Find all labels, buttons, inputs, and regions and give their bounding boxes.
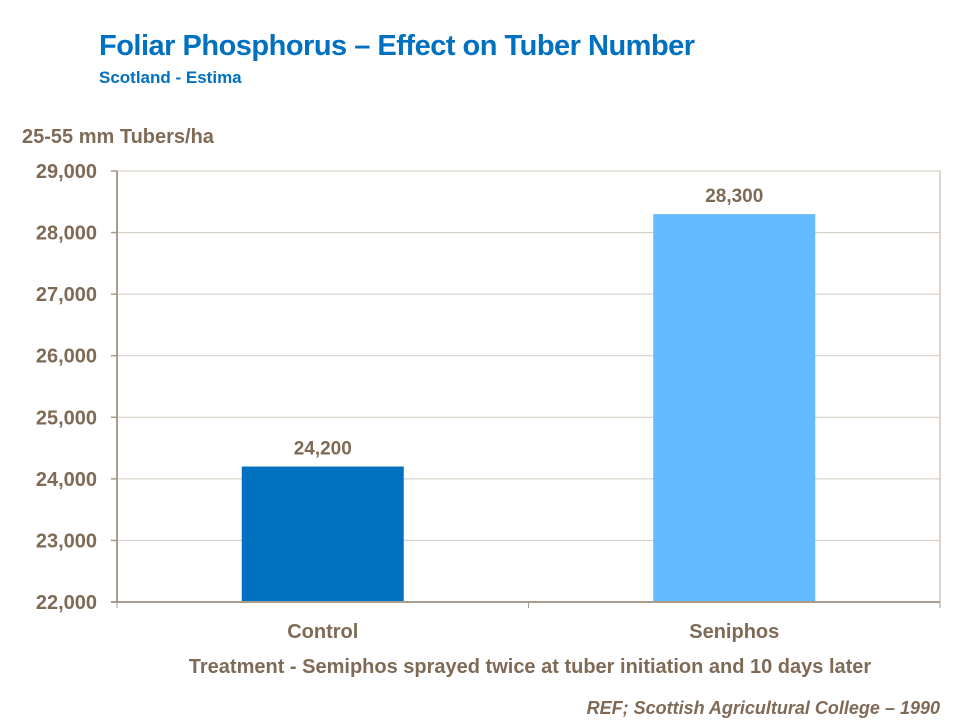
y-tick-label: 28,000 xyxy=(36,223,97,245)
y-tick-label: 22,000 xyxy=(36,592,97,614)
chart-subtitle: Scotland - Estima xyxy=(99,68,242,87)
y-tick-label: 26,000 xyxy=(36,346,97,368)
x-axis-label: Treatment - Semiphos sprayed twice at tu… xyxy=(188,656,872,678)
chart-title: Foliar Phosphorus – Effect on Tuber Numb… xyxy=(99,30,695,62)
y-tick-label: 24,000 xyxy=(36,469,97,491)
y-tick-label: 23,000 xyxy=(36,530,97,552)
reference-note: REF; Scottish Agricultural College – 199… xyxy=(586,698,940,718)
y-tick-label: 25,000 xyxy=(36,407,97,429)
x-tick-label: Seniphos xyxy=(689,621,779,643)
bar-seniphos xyxy=(653,214,816,602)
data-label: 28,300 xyxy=(705,186,763,207)
x-tick-label: Control xyxy=(287,621,358,643)
y-axis-label: 25-55 mm Tubers/ha xyxy=(22,126,214,148)
bar-control xyxy=(241,466,404,602)
y-tick-label: 27,000 xyxy=(36,284,97,306)
y-tick-label: 29,000 xyxy=(36,161,97,183)
data-label: 24,200 xyxy=(294,439,352,460)
